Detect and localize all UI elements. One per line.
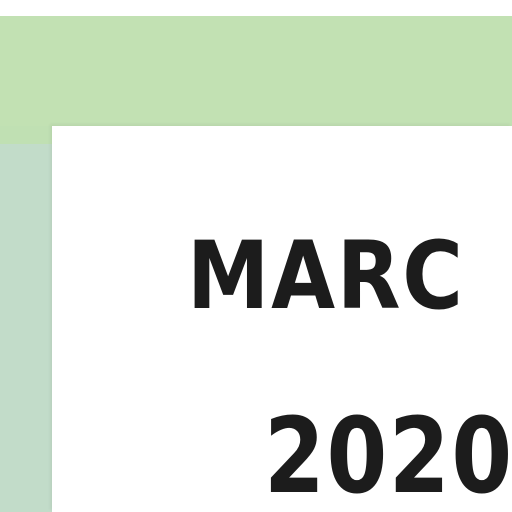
top-white-strip (0, 0, 512, 16)
date-card (52, 126, 512, 512)
left-band-top-segment (0, 126, 52, 144)
top-green-band (0, 16, 512, 126)
month-heading: MARC (187, 222, 465, 331)
year-heading: 2020 (264, 395, 512, 512)
left-teal-band (0, 126, 52, 512)
